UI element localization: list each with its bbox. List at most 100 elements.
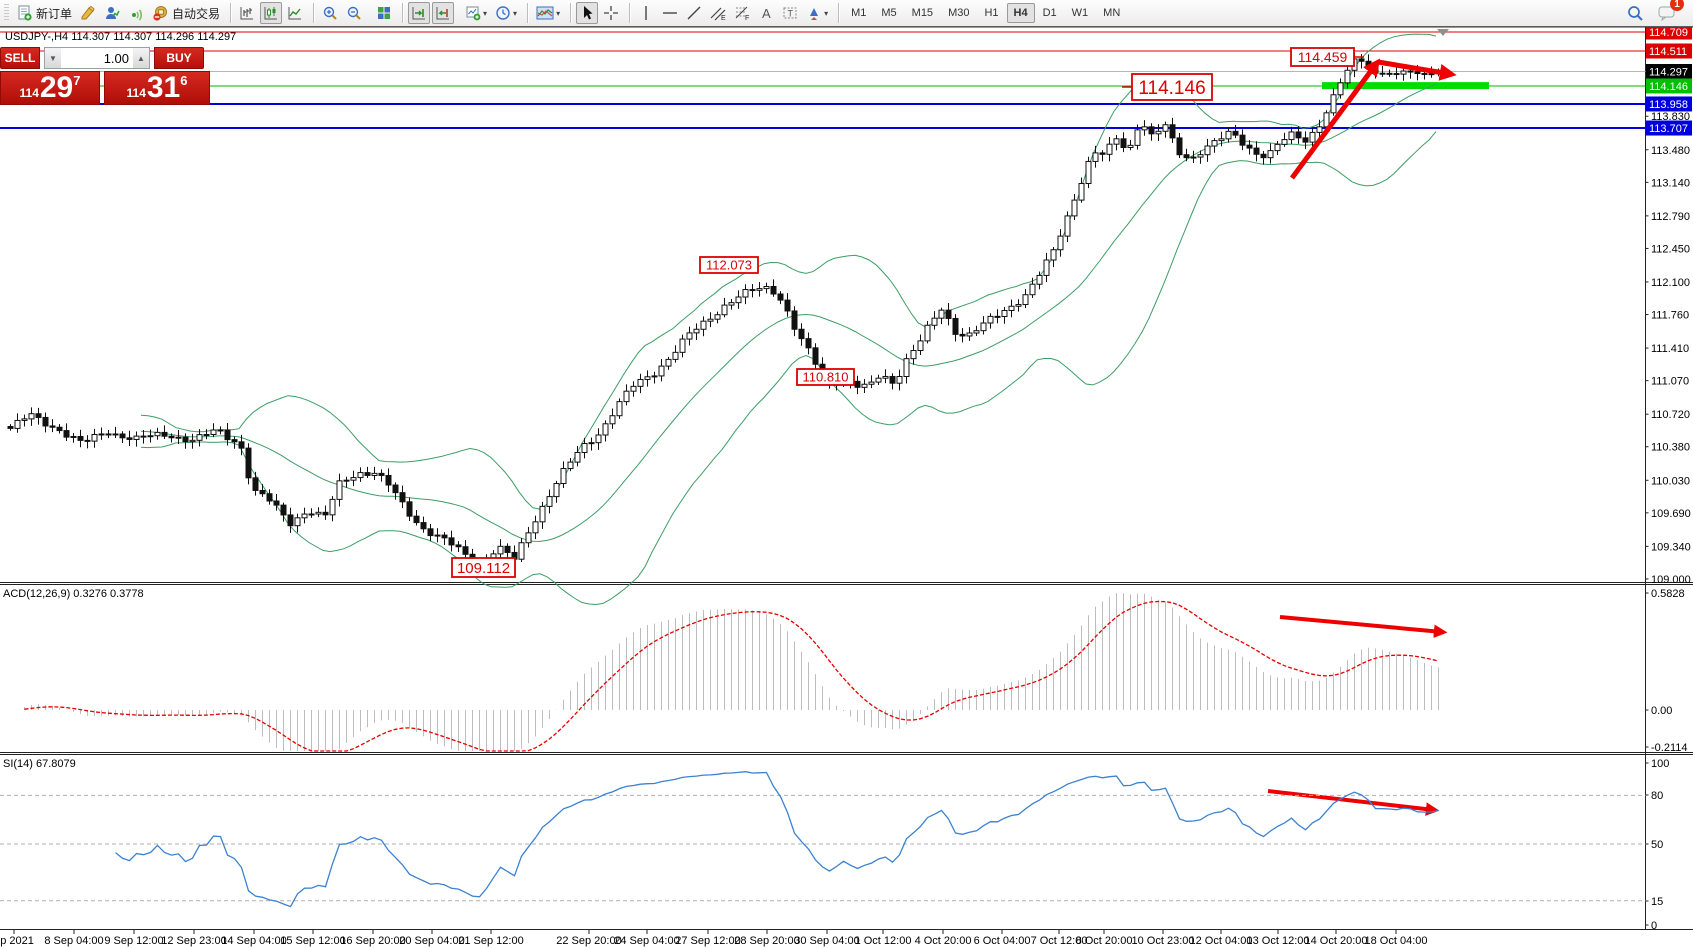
signals-button[interactable] <box>125 2 147 24</box>
rsi-tick-label: 50 <box>1651 839 1663 851</box>
text-button[interactable]: A <box>755 2 777 24</box>
fibonacci-button[interactable]: F <box>731 2 753 24</box>
candlestick-button[interactable] <box>260 2 283 24</box>
price-tick-label: 111.070 <box>1651 376 1689 388</box>
new-order-button[interactable]: 新订单 <box>13 2 75 24</box>
bar-chart-button[interactable] <box>236 2 258 24</box>
toolbar-grip[interactable] <box>4 4 9 22</box>
rsi-label: SI(14) 67.8079 <box>3 758 76 770</box>
chart-shift-marker <box>1437 29 1449 36</box>
price-tick-label: 113.140 <box>1651 177 1690 189</box>
search-button[interactable] <box>1624 2 1647 24</box>
annotation-label: 109.112 <box>457 560 510 577</box>
buy-price-prefix: 114 <box>126 86 146 100</box>
text-label-button[interactable]: T <box>779 2 801 24</box>
zoom-in-button[interactable] <box>319 2 341 24</box>
toolbar-right-group: 1 <box>1624 0 1684 24</box>
new-order-label: 新订单 <box>36 6 73 21</box>
time-tick-label: 12 Oct 04:00 <box>1190 935 1253 947</box>
chart-shift-button[interactable] <box>432 2 455 24</box>
channel-icon: E <box>710 7 726 21</box>
toolbar-separator <box>570 3 572 23</box>
macd-label: ACD(12,26,9) 0.3276 0.3778 <box>3 588 144 600</box>
search-icon <box>1628 5 1643 21</box>
metaeditor-button[interactable] <box>77 2 99 24</box>
timeframe-M1[interactable]: M1 <box>844 3 873 23</box>
buy-price-sup: 6 <box>180 73 188 88</box>
chevron-down-icon: ▾ <box>556 8 561 18</box>
chart-canvas[interactable]: 114.459 114.146 112.073 110.810 109.112 113.8… <box>0 24 1693 949</box>
time-tick-label: 20 Sep 04:00 <box>399 935 464 947</box>
sell-price-big: 29 <box>39 71 74 104</box>
time-tick-label: 16 Sep 20:00 <box>340 935 405 947</box>
price-tick-label: 112.790 <box>1651 211 1690 223</box>
zoom-out-icon <box>347 6 361 20</box>
community-icon <box>106 7 120 19</box>
timeframe-MN[interactable]: MN <box>1096 3 1127 23</box>
annotation-label: 112.073 <box>706 258 752 273</box>
community-button[interactable] <box>101 2 123 24</box>
vertical-line-button[interactable] <box>635 2 657 24</box>
time-tick-label: ep 2021 <box>0 935 34 947</box>
rsi-tick-label: 80 <box>1651 790 1663 802</box>
price-box-label: 113.707 <box>1649 123 1688 135</box>
timeframe-D1[interactable]: D1 <box>1036 3 1064 23</box>
notification-badge: 1 <box>1670 0 1684 11</box>
periods-button[interactable]: ▾ <box>492 2 520 24</box>
time-tick-label: 7 Oct 12:00 <box>1031 935 1088 947</box>
tile-windows-button[interactable] <box>373 2 395 24</box>
time-tick-label: 14 Sep 04:00 <box>221 935 286 947</box>
volume-decrease-button[interactable]: ▼ <box>45 48 61 68</box>
arrows-button[interactable]: ▾ <box>803 2 831 24</box>
time-tick-label: 12 Sep 23:00 <box>161 935 226 947</box>
timeframe-H4[interactable]: H4 <box>1006 3 1035 23</box>
cursor-button[interactable] <box>576 2 599 24</box>
volume-input[interactable] <box>61 48 133 68</box>
autotrading-button[interactable]: 自动交易 <box>149 2 223 24</box>
zoom-in-icon <box>323 6 337 20</box>
price-tick-label: 111.760 <box>1651 310 1689 322</box>
price-tick-label: 113.480 <box>1651 145 1690 157</box>
chevron-down-icon: ▾ <box>513 8 518 18</box>
volume-increase-button[interactable]: ▲ <box>133 48 149 68</box>
line-chart-button[interactable] <box>284 2 306 24</box>
annotation-label: 114.459 <box>1298 49 1348 65</box>
zoom-out-button[interactable] <box>343 2 365 24</box>
auto-scroll-button[interactable] <box>408 2 431 24</box>
timeframe-H1[interactable]: H1 <box>977 3 1005 23</box>
timeframe-M15[interactable]: M15 <box>905 3 940 23</box>
svg-text:E: E <box>721 15 726 21</box>
buy-price[interactable]: 114 31 6 <box>104 71 210 105</box>
svg-text:T: T <box>788 9 794 19</box>
channel-button[interactable]: E <box>707 2 729 24</box>
time-tick-label: 30 Sep 04:00 <box>794 935 859 947</box>
buy-price-big: 31 <box>146 71 181 104</box>
svg-text:A: A <box>762 6 771 21</box>
svg-text:F: F <box>745 15 749 21</box>
auto-scroll-icon <box>412 7 426 20</box>
price-level-lines <box>0 31 1646 129</box>
timeframe-M5[interactable]: M5 <box>874 3 903 23</box>
time-tick-label: 15 Sep 12:00 <box>280 935 345 947</box>
toolbar-separator <box>230 3 232 23</box>
timeframe-M30[interactable]: M30 <box>941 3 976 23</box>
crosshair-button[interactable] <box>600 2 622 24</box>
templates-button[interactable]: ▾ <box>533 2 563 24</box>
notifications-button[interactable]: 1 <box>1655 0 1684 24</box>
time-tick-label: 9 Sep 12:00 <box>104 935 163 947</box>
horizontal-line-button[interactable] <box>659 2 681 24</box>
sell-button[interactable]: SELL <box>0 47 40 69</box>
time-tick-label: 14 Oct 20:00 <box>1305 935 1368 947</box>
main-toolbar: 新订单 <box>0 0 1693 27</box>
trendline-button[interactable] <box>683 2 705 24</box>
autotrading-label: 自动交易 <box>172 6 221 21</box>
chart-title: USDJPY-,H4 114.307 114.307 114.296 114.2… <box>5 31 237 43</box>
chart-shift-icon <box>436 7 450 20</box>
buy-button[interactable]: BUY <box>154 47 204 69</box>
indicators-button[interactable]: ▾ <box>462 2 490 24</box>
price-tick-label: 111.410 <box>1651 343 1689 355</box>
toolbar-separator <box>527 3 529 23</box>
timeframe-W1[interactable]: W1 <box>1065 3 1096 23</box>
sell-price[interactable]: 114 29 7 <box>0 71 100 105</box>
